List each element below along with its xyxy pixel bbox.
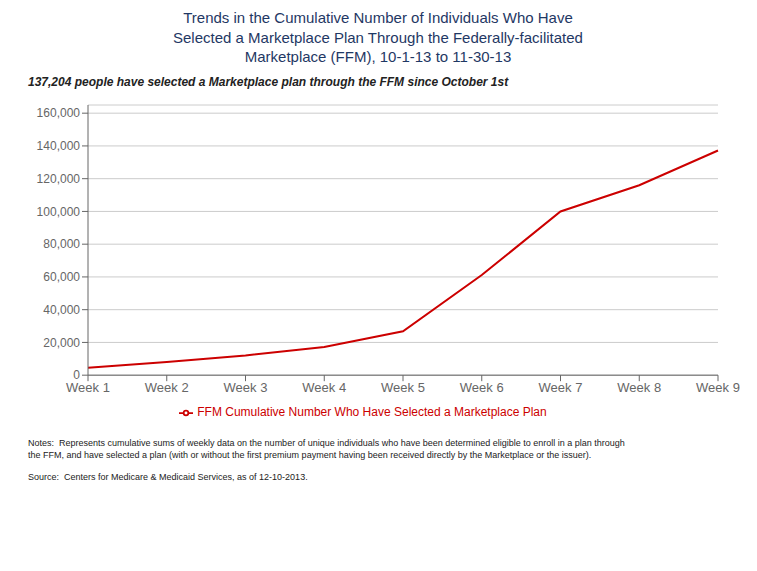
svg-text:Week 8: Week 8 [617, 380, 661, 395]
svg-text:Week 1: Week 1 [66, 380, 110, 395]
html-text:Source: Centers for Medicare &: Source: Centers for Medicare & Medicaid … [28, 471, 308, 482]
svg-text:100,000: 100,000 [37, 204, 81, 218]
svg-text:140,000: 140,000 [37, 139, 81, 153]
svg-text:Week 9: Week 9 [696, 380, 740, 395]
svg-text:160,000: 160,000 [37, 106, 81, 120]
html-text:Notes: Represents cumulative s: Notes: Represents cumulative sums of wee… [28, 437, 625, 460]
html-text:Trends in the Cumulative Numbe: Trends in the Cumulative Number of Indiv… [173, 9, 583, 65]
svg-text:Week 7: Week 7 [539, 380, 583, 395]
svg-text:80,000: 80,000 [43, 237, 80, 251]
html-text:FFM Cumulative Number Who Have: FFM Cumulative Number Who Have Selected … [197, 404, 547, 419]
svg-text:Week 4: Week 4 [302, 380, 346, 395]
svg-text:Week 2: Week 2 [145, 380, 189, 395]
html-text:137,204 people have selected a: 137,204 people have selected a Marketpla… [28, 74, 509, 89]
svg-text:Week 5: Week 5 [381, 380, 425, 395]
svg-text:120,000: 120,000 [37, 171, 81, 185]
svg-text:Week 3: Week 3 [224, 380, 268, 395]
svg-text:60,000: 60,000 [43, 270, 80, 284]
svg-text:0: 0 [73, 368, 80, 382]
svg-text:40,000: 40,000 [43, 302, 80, 316]
svg-text:20,000: 20,000 [43, 335, 80, 349]
svg-text:Week 6: Week 6 [460, 380, 504, 395]
